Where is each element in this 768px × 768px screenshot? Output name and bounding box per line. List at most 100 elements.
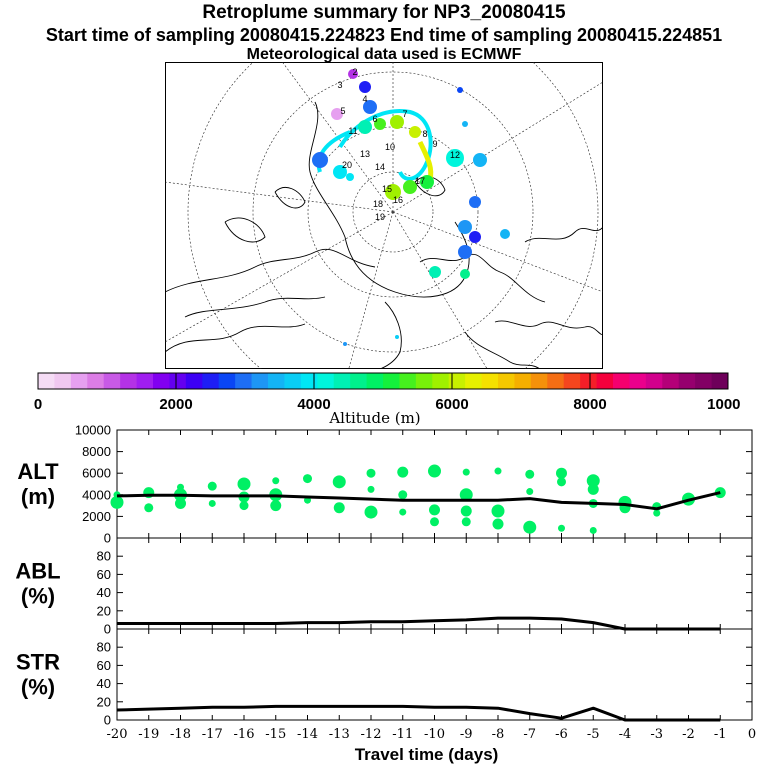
colorbar-tick-label: 0 [34, 396, 42, 413]
x-tick-label: -12 [361, 727, 382, 742]
colorbar-cell [498, 373, 515, 389]
cluster-marker [374, 118, 386, 130]
x-tick-label: -3 [650, 727, 663, 742]
x-tick-label: -1 [714, 727, 727, 742]
colorbar-cell [481, 373, 499, 389]
x-axis: -20 -19 -18 -17 -16 -15 -14 -13 -12 -11 -10 -9 -8 -7-… [107, 727, 757, 764]
altitude-scatter-point [144, 503, 154, 513]
trajectory-day-label: 9 [432, 139, 437, 149]
colorbar-cell [596, 373, 614, 389]
cluster-marker [346, 173, 354, 181]
colorbar-cell [678, 373, 696, 389]
colorbar-cell [120, 373, 137, 389]
altitude-scatter-point [525, 469, 535, 479]
x-tick-label: -17 [202, 727, 223, 742]
altitude-scatter-point [653, 509, 661, 517]
altitude-scatter-point [428, 464, 441, 478]
x-tick-label: -10 [424, 727, 445, 742]
colorbar-cell [399, 373, 417, 389]
altitude-scatter-point [429, 504, 440, 516]
y-axis-label: (m) [21, 484, 55, 509]
y-tick-label: 80 [97, 640, 111, 655]
map-graticule [165, 62, 603, 369]
altitude-scatter-point [491, 504, 505, 518]
cluster-marker [333, 165, 347, 179]
colorbar-cell [185, 373, 203, 389]
altitude-colorbar: 0 2000 4000 6000 8000 10000 Altitude (m) [34, 372, 740, 426]
altitude-scatter-point [399, 508, 407, 516]
x-axis-label: Travel time (days) [355, 745, 499, 764]
trajectory-day-label: 10 [385, 142, 395, 152]
colorbar-cell [530, 373, 548, 389]
colorbar-cell [54, 373, 72, 389]
altitude-scatter-point [237, 477, 251, 491]
altitude-scatter-point [398, 490, 408, 500]
colorbar-cell [218, 373, 236, 389]
colorbar-cell [350, 373, 367, 389]
y-tick-label: 8000 [82, 444, 111, 459]
colorbar-cell [333, 373, 351, 389]
trajectory-day-label: 17 [415, 176, 425, 186]
colorbar-cell [153, 373, 170, 389]
altitude-scatter-point [367, 485, 375, 493]
colorbar-tick-label: 2000 [159, 396, 192, 413]
cluster-marker [390, 115, 404, 129]
x-tick-label: 0 [748, 727, 756, 742]
altitude-scatter-point [175, 497, 186, 509]
colorbar-cell [202, 373, 220, 389]
altitude-scatter-point [364, 505, 378, 519]
y-axis-label: ALT [17, 459, 59, 484]
colorbar-cell [136, 373, 154, 389]
cluster-marker [420, 175, 434, 189]
y-axis-label: STR [16, 650, 60, 675]
colorbar-cell [300, 373, 318, 389]
x-tick-label: -8 [492, 727, 505, 742]
colorbar-cell [563, 373, 581, 389]
cluster-marker [458, 220, 472, 234]
colorbar-cell [448, 373, 466, 389]
altitude-scatter-point [523, 520, 537, 534]
colorbar-cell [645, 373, 663, 389]
x-tick-label: -20 [107, 727, 128, 742]
x-tick-label: -9 [460, 727, 473, 742]
colorbar-cell [103, 373, 121, 389]
trajectory-day-label: 4 [362, 94, 367, 104]
cluster-marker [462, 121, 468, 127]
altitude-scatter-point [239, 501, 249, 511]
altitude-scatter-point [397, 466, 409, 478]
y-axis-label: ABL [15, 559, 60, 584]
y-tick-label: 0 [104, 713, 111, 728]
y-tick-label: 20 [97, 694, 111, 709]
y-tick-label: 0 [104, 531, 111, 546]
cluster-marker [395, 335, 399, 339]
altitude-scatter-point [556, 467, 567, 479]
y-tick-label: 20 [97, 603, 111, 618]
altitude-scatter-point [558, 524, 565, 532]
altitude-panel: 0 2000 4000 6000 8000 10000 ALT(m) [17, 424, 753, 546]
altitude-scatter-point [459, 488, 473, 502]
colorbar-tick-label: 8000 [573, 396, 606, 413]
trajectory-day-label: 12 [450, 150, 460, 160]
cluster-marker [343, 342, 347, 346]
altitude-scatter-point [494, 467, 502, 475]
colorbar-cell [465, 373, 482, 389]
y-tick-label: 10000 [75, 424, 111, 438]
colorbar-label: Altitude (m) [328, 409, 420, 426]
colorbar-cell [317, 373, 335, 389]
trajectory-day-label: 7 [402, 109, 407, 119]
sampling-times: Start time of sampling 20080415.224823 E… [45, 25, 723, 45]
cluster-marker [429, 266, 441, 278]
x-tick-label: -18 [170, 727, 191, 742]
altitude-scatter-point [270, 500, 282, 512]
trajectory-clusters [312, 69, 510, 346]
trajectory-day-label: 11 [348, 126, 357, 136]
y-tick-label: 2000 [82, 509, 111, 524]
x-tick-label: -11 [392, 727, 413, 742]
y-axis-label: (%) [21, 675, 55, 700]
cluster-marker [359, 81, 371, 93]
altitude-scatter-point [526, 488, 534, 496]
colorbar-tick-label: 6000 [435, 396, 468, 413]
cluster-marker [500, 229, 510, 239]
